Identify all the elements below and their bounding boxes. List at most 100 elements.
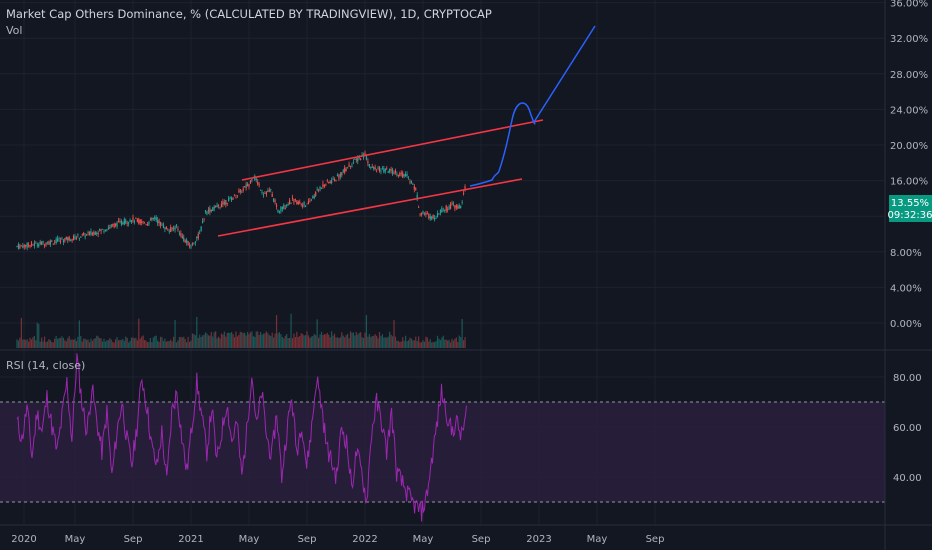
price-candle <box>286 204 288 206</box>
volume-bar <box>303 335 305 348</box>
price-candle <box>390 169 392 171</box>
volume-bar <box>103 338 105 348</box>
price-tick-label: 4.00% <box>890 283 922 294</box>
price-candle <box>255 178 257 180</box>
volume-bar <box>170 339 172 348</box>
volume-bar <box>74 338 76 348</box>
price-candle <box>157 220 159 223</box>
price-candle <box>260 190 262 191</box>
price-candle <box>432 215 434 218</box>
volume-bar <box>43 336 46 348</box>
price-candle <box>20 245 22 247</box>
price-candle <box>312 196 314 199</box>
volume-bar <box>123 340 125 348</box>
price-candle <box>148 221 150 225</box>
price-candle <box>238 191 240 193</box>
volume-bar <box>270 335 272 348</box>
price-candle <box>109 227 111 229</box>
price-candle <box>428 214 430 219</box>
volume-bar <box>245 335 247 348</box>
price-candle <box>438 213 440 214</box>
volume-bar <box>390 334 392 348</box>
volume-bar <box>290 313 292 348</box>
volume-bar <box>45 342 47 348</box>
price-candle <box>232 198 234 200</box>
price-candle <box>96 232 98 234</box>
price-candle <box>202 221 204 224</box>
volume-bar <box>58 338 60 348</box>
price-candle <box>246 183 249 187</box>
volume-bar <box>113 342 115 348</box>
price-candle <box>196 236 198 239</box>
volume-bar <box>196 316 198 348</box>
volume-bar <box>42 341 44 348</box>
price-candle <box>67 237 69 241</box>
price-candle <box>248 184 250 187</box>
price-candle <box>132 217 134 221</box>
volume-bar <box>438 338 440 348</box>
price-badge: 13.55% 09:32:36 <box>888 195 932 222</box>
volume-bar <box>286 334 288 348</box>
volume-bar <box>328 334 330 348</box>
volume-bar <box>296 331 298 348</box>
price-candle <box>310 199 312 201</box>
volume-bar <box>358 332 360 348</box>
price-candle <box>81 234 83 236</box>
price-candle <box>329 181 331 183</box>
volume-bar <box>464 337 466 348</box>
price-tick-label: 16.00% <box>890 177 928 188</box>
volume-bar <box>48 339 50 348</box>
volume-bar <box>68 336 70 348</box>
volume-bar <box>384 337 386 348</box>
price-candle <box>454 205 456 209</box>
volume-bar <box>210 332 212 348</box>
volume-bar <box>141 336 143 348</box>
volume-bar <box>86 339 88 348</box>
volume-bar <box>329 337 331 348</box>
price-candle <box>103 230 105 232</box>
volume-bar <box>454 338 456 348</box>
time-tick-label: 2023 <box>526 534 551 545</box>
volume-bar <box>188 341 191 348</box>
volume-bar <box>186 342 188 348</box>
volume-bar <box>275 315 278 348</box>
volume-bar <box>278 332 281 348</box>
price-candle <box>141 221 143 223</box>
volume-bar <box>351 332 353 348</box>
volume-bar <box>173 336 175 348</box>
price-candle <box>29 245 31 248</box>
price-candle <box>122 222 124 225</box>
volume-bar <box>261 334 263 348</box>
price-candle <box>91 233 93 235</box>
price-candle <box>220 203 223 208</box>
price-badge-value: 13.55% <box>891 198 929 209</box>
price-candle <box>348 164 350 167</box>
volume-bar <box>174 320 176 348</box>
time-tick-label: May <box>413 534 434 545</box>
volume-bar <box>416 340 418 348</box>
price-tick-label: 8.00% <box>890 248 922 259</box>
volume-bar <box>75 340 78 348</box>
volume-bar <box>429 339 431 348</box>
volume-bar <box>22 339 24 348</box>
volume-bar <box>181 337 183 348</box>
volume-bar <box>164 338 166 348</box>
price-candle <box>410 180 412 184</box>
price-candle <box>278 210 281 212</box>
volume-bar <box>26 339 28 348</box>
volume-bar <box>347 333 349 348</box>
price-candle <box>239 189 241 192</box>
time-tick-label: Sep <box>124 534 143 545</box>
price-candle <box>357 158 359 162</box>
price-candle <box>460 205 462 208</box>
price-candle <box>180 232 182 236</box>
volume-bar <box>323 334 325 348</box>
price-candle <box>258 184 260 186</box>
volume-bar <box>333 333 336 348</box>
price-candle <box>322 183 324 187</box>
price-candle <box>130 220 133 223</box>
price-candle <box>17 244 20 249</box>
price-candle <box>97 233 99 234</box>
price-candle <box>444 210 446 212</box>
